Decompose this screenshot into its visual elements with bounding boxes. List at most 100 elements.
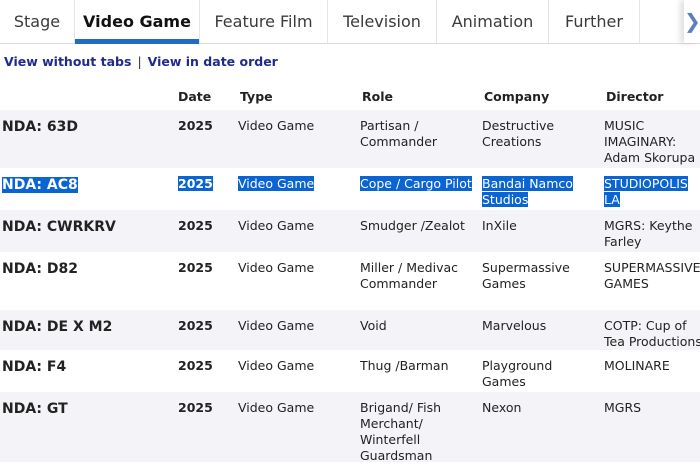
row-director: COTP: Cup of Tea Productions bbox=[604, 318, 700, 350]
row-role: Miller / Medivac Commander bbox=[360, 260, 475, 292]
row-director-text: MUSIC IMAGINARY: Adam Skorupa bbox=[604, 118, 696, 165]
row-type: Video Game bbox=[238, 318, 353, 334]
view-links: View without tabs | View in date order bbox=[4, 54, 278, 69]
header-director: Director bbox=[606, 89, 664, 104]
row-role: Cope / Cargo Pilot bbox=[360, 176, 475, 192]
row-company-text: InXile bbox=[482, 218, 517, 233]
row-title-text: NDA: D82 bbox=[2, 261, 79, 277]
header-date: Date bbox=[178, 89, 212, 104]
row-role-text: Partisan / Commander bbox=[360, 118, 438, 149]
row-date-text: 2025 bbox=[178, 176, 213, 191]
row-title-text: NDA: CWRKRV bbox=[2, 219, 116, 235]
row-date-text: 2025 bbox=[178, 260, 213, 275]
row-company-text: Playground Games bbox=[482, 358, 553, 389]
row-title[interactable]: NDA: CWRKRV bbox=[2, 219, 116, 235]
row-type-text: Video Game bbox=[238, 400, 315, 415]
link-separator: | bbox=[137, 54, 142, 69]
row-company: Destructive Creations bbox=[482, 118, 597, 150]
row-date-text: 2025 bbox=[178, 318, 213, 333]
row-company: Playground Games bbox=[482, 358, 597, 390]
row-type: Video Game bbox=[238, 118, 353, 134]
view-without-tabs-link[interactable]: View without tabs bbox=[4, 54, 132, 69]
row-role: Void bbox=[360, 318, 475, 334]
row-director: MGRS: Keythe Farley bbox=[604, 218, 700, 250]
row-director-text: MOLINARE bbox=[604, 358, 670, 373]
header-company: Company bbox=[484, 89, 550, 104]
row-company: Marvelous bbox=[482, 318, 597, 334]
tab-stage[interactable]: Stage bbox=[0, 0, 75, 43]
row-type-text: Video Game bbox=[238, 176, 315, 191]
tab-television[interactable]: Television bbox=[328, 0, 437, 43]
row-company: Bandai Namco Studios bbox=[482, 176, 597, 208]
row-date: 2025 bbox=[178, 260, 213, 276]
row-date-text: 2025 bbox=[178, 400, 213, 415]
row-role-text: Smudger /Zealot bbox=[360, 218, 465, 233]
tab-bar: Stage Video Game Feature Film Television… bbox=[0, 0, 700, 44]
row-type-text: Video Game bbox=[238, 118, 315, 133]
row-title-text: NDA: DE X M2 bbox=[2, 319, 113, 335]
row-role: Smudger /Zealot bbox=[360, 218, 475, 234]
row-type-text: Video Game bbox=[238, 260, 315, 275]
row-director: SUPERMASSIVE GAMES bbox=[604, 260, 700, 292]
row-date: 2025 bbox=[178, 318, 213, 334]
tab-feature-film[interactable]: Feature Film bbox=[200, 0, 328, 43]
row-company-text: Marvelous bbox=[482, 318, 547, 333]
row-role: Brigand/ Fish Merchant/ Winterfell Guard… bbox=[360, 400, 475, 464]
row-role-text: Cope / Cargo Pilot bbox=[360, 176, 472, 191]
row-title[interactable]: NDA: AC8 bbox=[2, 177, 78, 193]
row-type-text: Video Game bbox=[238, 358, 315, 373]
row-role-text: Thug /Barman bbox=[360, 358, 449, 373]
row-title-text: NDA: F4 bbox=[2, 359, 67, 375]
tab-further[interactable]: Further bbox=[549, 0, 640, 43]
row-date: 2025 bbox=[178, 118, 213, 134]
row-role-text: Void bbox=[360, 318, 387, 333]
row-date: 2025 bbox=[178, 400, 213, 416]
row-role-text: Miller / Medivac Commander bbox=[360, 260, 459, 291]
row-date: 2025 bbox=[178, 358, 213, 374]
row-director: MUSIC IMAGINARY: Adam Skorupa bbox=[604, 118, 700, 166]
row-company: Supermassive Games bbox=[482, 260, 597, 292]
row-date-text: 2025 bbox=[178, 218, 213, 233]
view-in-date-order-link[interactable]: View in date order bbox=[147, 54, 278, 69]
row-director: STUDIOPOLIS LA bbox=[604, 176, 700, 208]
row-director: MGRS bbox=[604, 400, 700, 416]
table-row: NDA: DE X M2 2025 Video Game Void Marvelous C… bbox=[0, 310, 700, 350]
row-title-text: NDA: AC8 bbox=[2, 177, 78, 193]
row-company: InXile bbox=[482, 218, 597, 234]
row-director-text: MGRS bbox=[604, 400, 642, 415]
row-title-text: NDA: 63D bbox=[2, 119, 79, 135]
row-title-text: NDA: GT bbox=[2, 401, 68, 417]
row-company-text: Nexon bbox=[482, 400, 522, 415]
tab-video-game[interactable]: Video Game bbox=[75, 0, 200, 44]
header-type: Type bbox=[240, 89, 273, 104]
row-type: Video Game bbox=[238, 260, 353, 276]
table-row: NDA: F4 2025 Video Game Thug /Barman Playgro… bbox=[0, 350, 700, 392]
header-role: Role bbox=[362, 89, 393, 104]
table-row: NDA: 63D 2025 Video Game Partisan / Command… bbox=[0, 110, 700, 168]
row-title[interactable]: NDA: 63D bbox=[2, 119, 78, 135]
row-type: Video Game bbox=[238, 400, 353, 416]
row-director-text: COTP: Cup of Tea Productions bbox=[604, 318, 700, 349]
row-type: Video Game bbox=[238, 358, 353, 374]
row-date-text: 2025 bbox=[178, 118, 213, 133]
row-director-text: MGRS: Keythe Farley bbox=[604, 218, 693, 249]
row-title[interactable]: NDA: GT bbox=[2, 401, 68, 417]
row-role: Partisan / Commander bbox=[360, 118, 475, 150]
row-title[interactable]: NDA: F4 bbox=[2, 359, 66, 375]
row-date: 2025 bbox=[178, 176, 213, 192]
table-row: NDA: CWRKRV 2025 Video Game Smudger /Zealot… bbox=[0, 210, 700, 252]
table-row: NDA: AC8 2025 Video Game Cope / Cargo Pilot… bbox=[0, 168, 700, 210]
row-type-text: Video Game bbox=[238, 218, 315, 233]
row-title[interactable]: NDA: DE X M2 bbox=[2, 319, 112, 335]
table-row: NDA: D82 2025 Video Game Miller / Medivac C… bbox=[0, 252, 700, 310]
row-type-text: Video Game bbox=[238, 318, 315, 333]
row-director-text: SUPERMASSIVE GAMES bbox=[604, 260, 700, 291]
chevron-right-icon[interactable]: ❯ bbox=[684, 0, 700, 43]
row-type: Video Game bbox=[238, 176, 353, 192]
row-title[interactable]: NDA: D82 bbox=[2, 261, 78, 277]
row-date: 2025 bbox=[178, 218, 213, 234]
row-director-text: STUDIOPOLIS LA bbox=[604, 176, 688, 207]
row-company: Nexon bbox=[482, 400, 597, 416]
tab-animation[interactable]: Animation bbox=[437, 0, 549, 43]
row-company-text: Destructive Creations bbox=[482, 118, 555, 149]
